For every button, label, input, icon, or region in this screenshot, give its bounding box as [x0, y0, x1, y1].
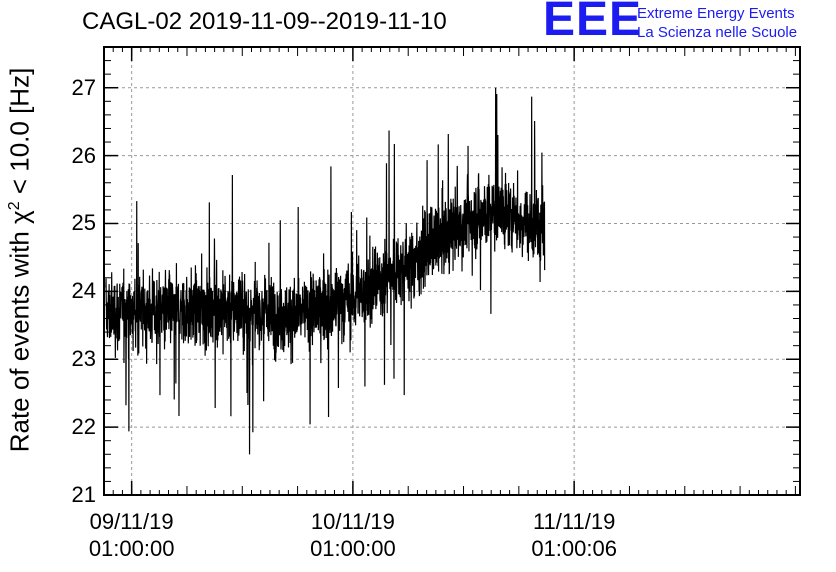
y-tick-label: 27 [71, 74, 96, 100]
y-axis-label-post: < 10.0 [Hz] [4, 67, 35, 202]
logo-line-2: La Scienza nelle Scuole [637, 24, 798, 41]
chart-title: CAGL-02 2019-11-09--2019-11-10 [82, 8, 447, 35]
plot-frame [103, 46, 801, 496]
y-tick-label: 22 [71, 414, 96, 440]
x-tick-date: 09/11/19 [89, 509, 174, 534]
axis-ticks [103, 46, 800, 496]
rate-line [105, 87, 546, 455]
grid-lines [104, 47, 800, 495]
x-tick-date: 11/11/19 [532, 509, 616, 534]
x-tick-label: 10/11/19 01:00:00 [283, 508, 423, 562]
x-tick-time: 01:00:00 [88, 536, 175, 561]
logo-text: Extreme Energy Events La Scienza nelle S… [637, 4, 797, 42]
y-tick-label: 25 [71, 210, 96, 236]
x-tick-time: 01:00:00 [310, 536, 396, 561]
y-tick-label: 24 [71, 278, 96, 304]
logo-line-1: Extreme Energy Events [637, 5, 795, 22]
x-tick-label: 11/11/19 01:00:06 [504, 508, 644, 562]
eee-logo: EEE [543, 0, 643, 46]
y-axis-label: Rate of events with χ2 < 10.0 [Hz] [5, 68, 36, 453]
y-axis-label-sup: 2 [5, 201, 23, 211]
y-tick-label: 23 [71, 346, 96, 372]
x-tick-time: 01:00:06 [531, 536, 617, 561]
y-axis-label-pre: Rate of events with χ [4, 210, 35, 453]
x-tick-date: 10/11/19 [310, 509, 395, 534]
y-tick-label: 26 [71, 142, 96, 168]
data-series [105, 87, 546, 455]
x-tick-label: 09/11/19 01:00:00 [62, 508, 202, 562]
y-tick-label: 21 [71, 482, 96, 507]
